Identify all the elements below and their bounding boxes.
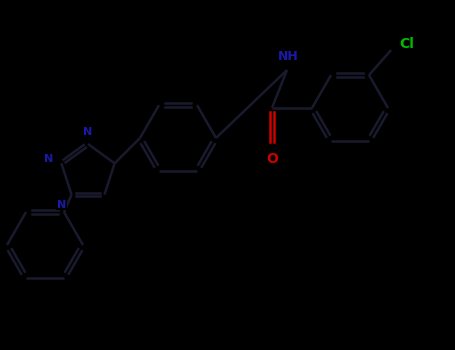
Text: N: N	[83, 127, 93, 137]
Text: Cl: Cl	[399, 37, 415, 51]
Text: O: O	[266, 152, 278, 166]
Text: N: N	[44, 154, 53, 164]
Text: N: N	[57, 199, 66, 210]
Text: NH: NH	[278, 50, 298, 63]
